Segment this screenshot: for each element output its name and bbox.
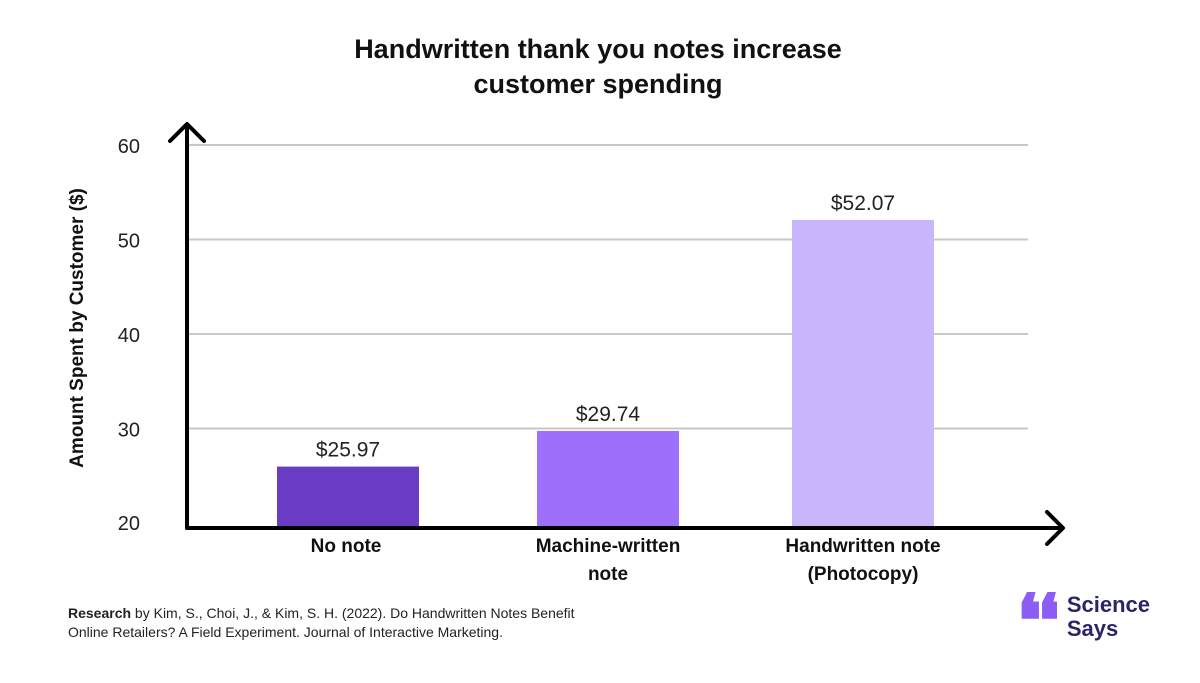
category-label-3-line-2: (Photocopy) [808,564,919,585]
y-axis-label: Amount Spent by Customer ($) [67,188,88,468]
y-axis-arrow-icon [168,122,206,143]
y-tick-60: 60 [118,136,140,158]
value-label-2: $29.74 [576,403,641,426]
y-tick-30: 30 [118,420,140,442]
value-label-1: $25.97 [316,439,380,462]
y-tick-40: 40 [118,325,140,347]
science-says-logo: ❛❛ Science Says [1016,592,1150,642]
bar-2 [537,430,679,528]
brand-name: Science Says [1067,593,1150,641]
citation-line-2: Online Retailers? A Field Experiment. Jo… [68,624,503,640]
citation-line-1: Research by Kim, S., Choi, J., & Kim, S.… [68,604,575,623]
research-label: Research [68,605,132,621]
category-label-2-line-1: Machine-written [536,536,681,557]
value-labels: $25.97 $29.74 $52.07 [316,192,895,462]
brand-line-1: Science [1066,592,1151,617]
title-line-1: Handwritten thank you notes increase [354,34,842,64]
bars [277,219,934,528]
axes [168,122,1065,546]
y-axis-title: Amount Spent by Customer ($) [67,188,88,468]
x-axis-arrow-icon [1045,510,1065,546]
value-label-3: $52.07 [831,192,895,215]
title-line-2: customer spending [473,69,722,99]
research-citation: Research by Kim, S., Choi, J., & Kim, S.… [68,604,575,642]
chart-title: Handwritten thank you notes increase cust… [354,34,842,99]
y-tick-labels: 20 30 40 50 60 [118,136,140,535]
bar-1 [277,466,419,528]
quote-mark-icon: ❛❛ [1016,592,1057,642]
y-tick-50: 50 [118,231,140,253]
brand-line-2: Says [1066,616,1119,641]
y-tick-20: 20 [118,513,140,535]
category-label-2-line-2: note [588,564,628,585]
category-label-3-line-1: Handwritten note [785,536,940,557]
citation-text-1: by Kim, S., Choi, J., & Kim, S. H. (2022… [131,605,575,621]
bar-3 [792,219,934,528]
category-labels: No note Machine-written note Handwritten no… [311,536,941,585]
category-label-1-line-1: No note [311,536,382,557]
